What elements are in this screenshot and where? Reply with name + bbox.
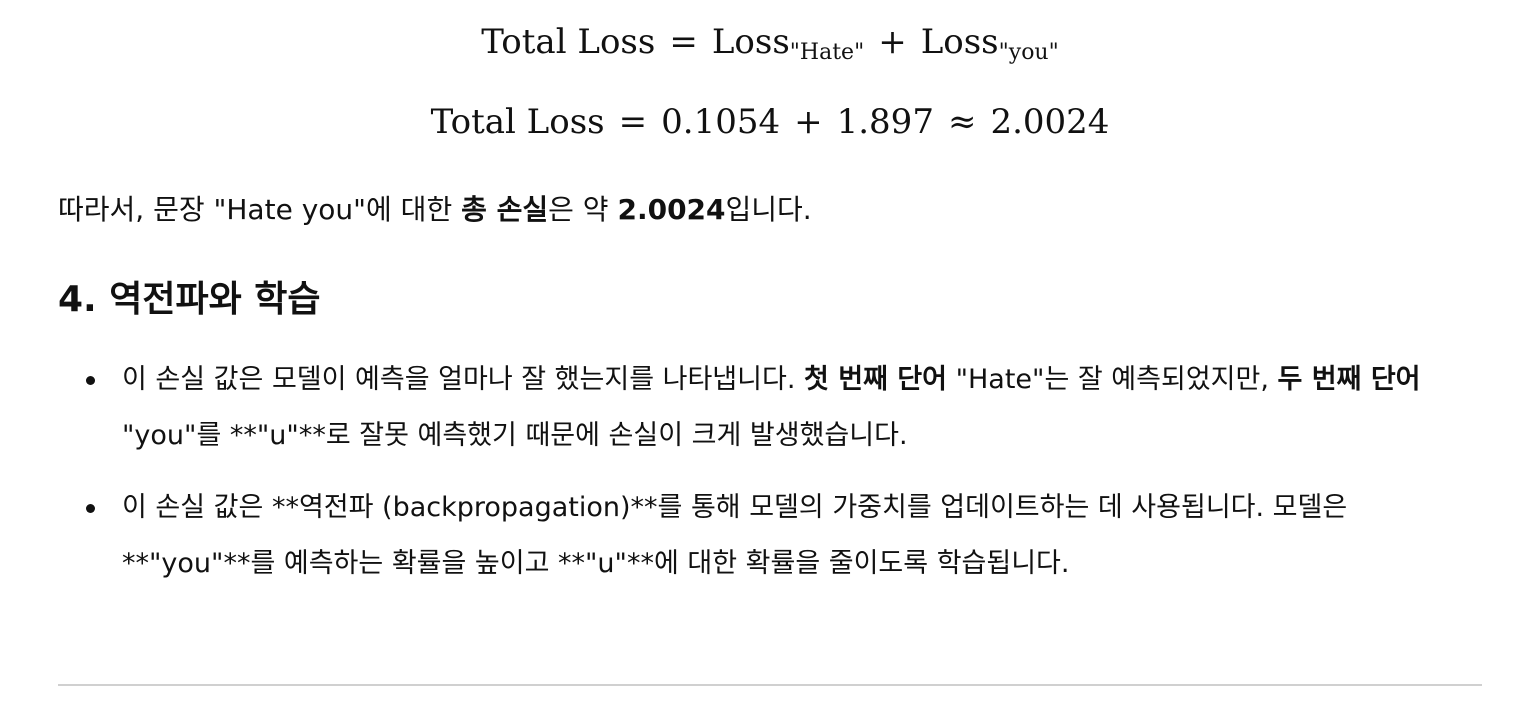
plus-sign: +	[878, 22, 907, 62]
bullet-2-text-1: 이 손실 값은 **역전파 (backpropagation)**를 통해 모델…	[122, 492, 1348, 579]
calc-equals-sign: =	[618, 102, 648, 142]
summary-text-3: 입니다.	[725, 193, 812, 226]
total-loss-calculation: Total Loss = 0.1054 +1.897 ≈2.0024	[58, 102, 1482, 142]
loss-term-2: Loss	[920, 22, 999, 62]
bullet-1-bold-1: 첫 번째 단어	[803, 364, 947, 395]
bullet-1-text-1: 이 손실 값은 모델이 예측을 얼마나 잘 했는지를 나타냅니다.	[122, 364, 804, 395]
bullet-1-bold-2: 두 번째 단어	[1277, 364, 1421, 395]
section-heading: 4. 역전파와 학습	[58, 279, 321, 320]
list-item: 이 손실 값은 모델이 예측을 얼마나 잘 했는지를 나타냅니다. 첫 번째 단…	[58, 352, 1482, 464]
horizontal-divider	[58, 684, 1482, 686]
list-item: 이 손실 값은 **역전파 (backpropagation)**를 통해 모델…	[58, 480, 1482, 592]
summary-text-2: 은 약	[548, 193, 618, 226]
summary-bold-2: 2.0024	[617, 193, 726, 226]
calc-result: 2.0024	[990, 102, 1110, 142]
summary-paragraph: 따라서, 문장 "Hate you"에 대한 총 손실은 약 2.0024입니다…	[58, 190, 812, 230]
bullet-1-text-2: "Hate"는 잘 예측되었지만,	[946, 364, 1278, 395]
bullet-list: 이 손실 값은 모델이 예측을 얼마나 잘 했는지를 나타냅니다. 첫 번째 단…	[58, 352, 1482, 608]
loss-subscript-2: "you"	[998, 40, 1059, 65]
summary-text-1: 따라서, 문장 "Hate you"에 대한	[58, 193, 462, 226]
equals-sign: =	[669, 22, 698, 62]
calc-value-b: 1.897	[836, 102, 934, 142]
loss-subscript-1: "Hate"	[789, 40, 865, 65]
calc-plus-sign: +	[794, 102, 823, 142]
formula-lhs: Total Loss	[481, 22, 656, 62]
summary-bold-1: 총 손실	[461, 193, 549, 226]
bullet-1-text-3: "you"를 **"u"**로 잘못 예측했기 때문에 손실이 크게 발생했습니…	[122, 420, 908, 451]
total-loss-formula: Total Loss = Loss"Hate" + Loss"you"	[58, 22, 1482, 65]
loss-term-1: Loss	[711, 22, 790, 62]
calc-lhs: Total Loss	[430, 102, 605, 142]
approx-sign: ≈	[947, 102, 977, 142]
calc-value-a: 0.1054	[661, 102, 781, 142]
